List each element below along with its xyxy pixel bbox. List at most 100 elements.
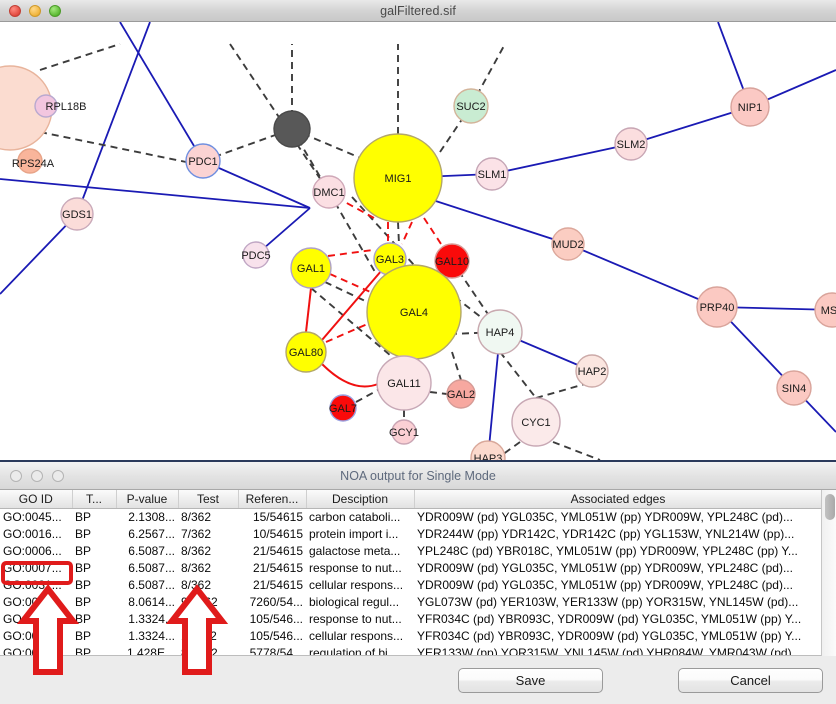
noa-traffic-light-group: [10, 469, 64, 482]
node-circle[interactable]: [34, 94, 58, 118]
network-node-hap4[interactable]: HAP4: [477, 309, 523, 355]
network-node-gray[interactable]: [273, 110, 311, 148]
network-node-rps24a[interactable]: RPS24A: [12, 148, 55, 174]
cancel-button[interactable]: Cancel: [678, 668, 823, 693]
table-scrollbar-thumb[interactable]: [825, 494, 835, 520]
node-label: GAL1: [297, 263, 325, 275]
noa-close-button-icon[interactable]: [10, 469, 22, 482]
cell-reference: 21/54615: [238, 559, 306, 576]
cell-test: 8/362: [178, 559, 238, 576]
node-circle[interactable]: [329, 394, 357, 422]
network-node-hap2[interactable]: HAP2: [575, 354, 609, 388]
noa-zoom-button-icon[interactable]: [52, 469, 64, 482]
minimize-button-icon[interactable]: [29, 4, 41, 17]
network-node-gcy1[interactable]: GCY1: [389, 419, 419, 445]
node-circle[interactable]: [242, 241, 270, 269]
node-circle[interactable]: [776, 370, 812, 406]
network-node-gds1[interactable]: GDS1: [60, 197, 94, 231]
node-label: RPS24A: [12, 158, 55, 170]
network-canvas[interactable]: RPL18B RPS24A GDS1 PDC1 PDC5 DMC1 MIG1 SUC2 SLM1…: [0, 22, 836, 460]
close-button-icon[interactable]: [9, 4, 21, 17]
network-node-gal11[interactable]: GAL11: [376, 355, 432, 411]
network-node-slm1[interactable]: SLM1: [475, 157, 509, 191]
results-table-container[interactable]: GO ID T... P-value Test Referen... Desci…: [0, 490, 836, 656]
node-circle[interactable]: [511, 397, 561, 447]
zoom-button-icon[interactable]: [49, 4, 61, 17]
network-node-gal1[interactable]: GAL1: [290, 247, 332, 289]
column-header-type[interactable]: T...: [72, 490, 117, 509]
network-node-gal4[interactable]: GAL4: [366, 264, 462, 360]
network-node-pdc1[interactable]: PDC1: [185, 143, 221, 179]
node-label: MUD2: [552, 239, 583, 251]
cell-type: BP: [72, 610, 116, 627]
network-node-gal3[interactable]: GAL3: [373, 242, 407, 276]
network-node-suc2[interactable]: SUC2: [453, 88, 489, 124]
node-circle[interactable]: [60, 197, 94, 231]
network-node-mig1[interactable]: MIG1: [353, 133, 443, 223]
cell-test: 94/362: [178, 593, 238, 610]
node-circle[interactable]: [730, 87, 770, 127]
network-node-pdc5[interactable]: PDC5: [241, 241, 271, 269]
node-circle[interactable]: [290, 247, 332, 289]
column-header-p-value[interactable]: P-value: [116, 490, 179, 509]
column-header-description[interactable]: Desciption: [306, 490, 415, 509]
table-row[interactable]: GO:0031... BP 1.3324... 11/362 105/546... res…: [0, 610, 822, 627]
node-circle[interactable]: [475, 157, 509, 191]
node-circle[interactable]: [575, 354, 609, 388]
network-node-msl[interactable]: MSL: [814, 292, 836, 328]
node-circle[interactable]: [446, 379, 476, 409]
node-circle[interactable]: [185, 143, 221, 179]
node-label: GAL3: [376, 254, 404, 266]
save-button[interactable]: Save: [458, 668, 603, 693]
noa-minimize-button-icon[interactable]: [31, 469, 43, 482]
network-node-sin4[interactable]: SIN4: [776, 370, 812, 406]
node-circle[interactable]: [453, 88, 489, 124]
column-header-reference[interactable]: Referen...: [238, 490, 307, 509]
node-circle[interactable]: [17, 148, 43, 174]
network-node-hap3[interactable]: HAP3: [470, 440, 506, 460]
network-node-gal80[interactable]: GAL80: [285, 331, 327, 373]
column-header-go-id[interactable]: GO ID: [0, 490, 73, 509]
cell-p-value: 1.3324...: [116, 627, 178, 644]
node-circle[interactable]: [376, 355, 432, 411]
node-circle[interactable]: [470, 440, 506, 460]
node-circle[interactable]: [285, 331, 327, 373]
column-header-associated-edges[interactable]: Associated edges: [414, 490, 823, 509]
network-node-gal2[interactable]: GAL2: [446, 379, 476, 409]
network-node-dmc1[interactable]: DMC1: [312, 175, 346, 209]
network-node-slm2[interactable]: SLM2: [614, 127, 648, 161]
node-circle[interactable]: [551, 227, 585, 261]
network-node-gal10[interactable]: GAL10: [434, 243, 470, 279]
node-circle[interactable]: [273, 110, 311, 148]
table-vertical-scrollbar[interactable]: [821, 490, 836, 656]
table-row[interactable]: GO:0031... BP 1.3324... 11/362 105/546... cel…: [0, 627, 822, 644]
node-circle[interactable]: [696, 286, 738, 328]
node-circle[interactable]: [814, 292, 836, 328]
network-node-cyc1[interactable]: CYC1: [511, 397, 561, 447]
table-row[interactable]: GO:0006... BP 6.5087... 8/362 21/54615 galact…: [0, 542, 822, 559]
node-circle[interactable]: [353, 133, 443, 223]
cell-type: BP: [72, 525, 116, 542]
network-node-rpl18b[interactable]: RPL18B: [34, 94, 86, 118]
node-label: GDS1: [62, 209, 92, 221]
node-circle[interactable]: [434, 243, 470, 279]
window-title: galFiltered.sif: [380, 3, 456, 18]
table-row[interactable]: GO:0050... BP 1.428E... 80/362 5778/54... reg…: [0, 644, 822, 655]
node-circle[interactable]: [312, 175, 346, 209]
cell-p-value: 6.5087...: [116, 576, 178, 593]
network-node-gal7[interactable]: GAL7: [329, 394, 357, 422]
node-label: CYC1: [521, 417, 550, 429]
network-node-prp40[interactable]: PRP40: [696, 286, 738, 328]
table-row[interactable]: GO:0065... BP 8.0614... 94/362 7260/54... bio…: [0, 593, 822, 610]
network-node-mud2[interactable]: MUD2: [551, 227, 585, 261]
node-circle[interactable]: [477, 309, 523, 355]
table-row[interactable]: GO:0045... BP 2.1308... 8/362 15/54615 carbon…: [0, 508, 822, 525]
table-row[interactable]: GO:0016... BP 6.2567... 7/362 10/54615 protei…: [0, 525, 822, 542]
node-circle[interactable]: [391, 419, 417, 445]
node-circle[interactable]: [614, 127, 648, 161]
table-row[interactable]: GO:0007... BP 6.5087... 8/362 21/54615 respon…: [0, 559, 822, 576]
table-row[interactable]: GO:0031... BP 6.5087... 8/362 21/54615 cellul…: [0, 576, 822, 593]
results-table-body: GO:0045... BP 2.1308... 8/362 15/54615 carbon…: [0, 508, 822, 655]
column-header-test[interactable]: Test: [178, 490, 239, 509]
network-node-nip1[interactable]: NIP1: [730, 87, 770, 127]
